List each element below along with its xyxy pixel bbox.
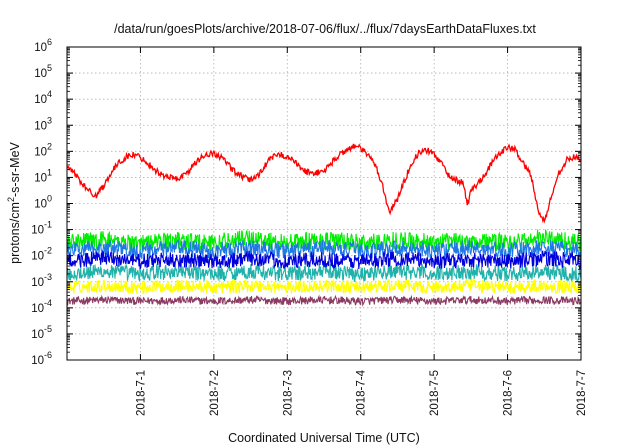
y-tick-exponent: 6	[47, 37, 52, 47]
x-tick-label: 2018-7-7	[576, 370, 588, 416]
y-tick-exponent: 3	[47, 115, 52, 125]
y-tick-label: 100	[34, 194, 52, 211]
y-tick-exponent: -6	[44, 350, 52, 360]
y-tick-exponent: -2	[44, 246, 52, 256]
y-tick-exponent: 2	[47, 141, 52, 151]
y-tick-base: 10	[34, 42, 47, 54]
grid-lines	[67, 47, 581, 360]
x-tick-label: 2018-7-6	[503, 370, 515, 416]
x-tick-label: 2018-7-2	[209, 370, 221, 416]
series-layer	[66, 143, 582, 307]
y-tick-exponent: -1	[44, 220, 52, 230]
y-tick-base: 10	[31, 355, 44, 367]
x-axis-ticks: 2018-7-1 2018-7-2 2018-7-3 2018-7-4 2018-7-5…	[135, 47, 588, 416]
y-tick-base: 10	[34, 199, 47, 211]
y-tick-exponent: -3	[44, 272, 52, 282]
x-tick-label: 2018-7-5	[429, 370, 441, 416]
y-tick-exponent: 0	[47, 194, 52, 204]
y-axis-label: protons/cm2-s-sr-MeV	[6, 141, 22, 263]
y-tick-base: 10	[31, 251, 44, 263]
y-tick-base: 10	[31, 225, 44, 237]
y-tick-base: 10	[31, 303, 44, 315]
y-tick-label: 10-6	[31, 350, 52, 367]
chart-title: /data/run/goesPlots/archive/2018-07-06/f…	[114, 22, 536, 36]
x-tick-label: 2018-7-1	[135, 370, 147, 416]
y-tick-label: 103	[34, 115, 52, 132]
y-tick-base: 10	[34, 146, 47, 158]
y-axis-label-sup: 2	[6, 197, 16, 202]
x-tick-label: 2018-7-4	[356, 369, 368, 416]
y-tick-exponent: 5	[47, 63, 52, 73]
y-tick-label: 10-2	[31, 246, 52, 263]
y-tick-label: 10-5	[31, 324, 52, 341]
y-tick-exponent: -4	[44, 298, 52, 308]
y-tick-label: 104	[34, 89, 52, 106]
y-tick-base: 10	[31, 329, 44, 341]
y-tick-label: 105	[34, 63, 52, 80]
y-tick-exponent: 4	[47, 89, 52, 99]
y-axis-label-rest: -s-sr-MeV	[8, 141, 22, 197]
series-line-6	[67, 294, 582, 307]
y-tick-label: 10-1	[31, 220, 52, 237]
y-tick-exponent: 1	[47, 167, 52, 177]
y-tick-base: 10	[34, 172, 47, 184]
y-tick-exponent: -5	[44, 324, 52, 334]
y-tick-label: 102	[34, 141, 52, 158]
y-axis-label-base: protons/cm	[8, 202, 22, 264]
y-tick-base: 10	[31, 277, 44, 289]
x-tick-label: 2018-7-3	[282, 370, 294, 416]
y-tick-label: 106	[34, 37, 52, 54]
y-tick-base: 10	[34, 120, 47, 132]
series-line-3	[66, 250, 582, 270]
y-tick-label: 10-3	[31, 272, 52, 289]
series-line-0	[66, 143, 582, 224]
series-line-5	[66, 278, 582, 295]
y-tick-base: 10	[34, 94, 47, 106]
x-axis-label: Coordinated Universal Time (UTC)	[228, 431, 420, 445]
y-axis-ticks: 10610510410310210110010-110-210-310-410-…	[31, 37, 581, 367]
y-tick-label: 101	[34, 167, 52, 184]
y-tick-label: 10-4	[31, 298, 52, 315]
y-tick-base: 10	[34, 68, 47, 80]
